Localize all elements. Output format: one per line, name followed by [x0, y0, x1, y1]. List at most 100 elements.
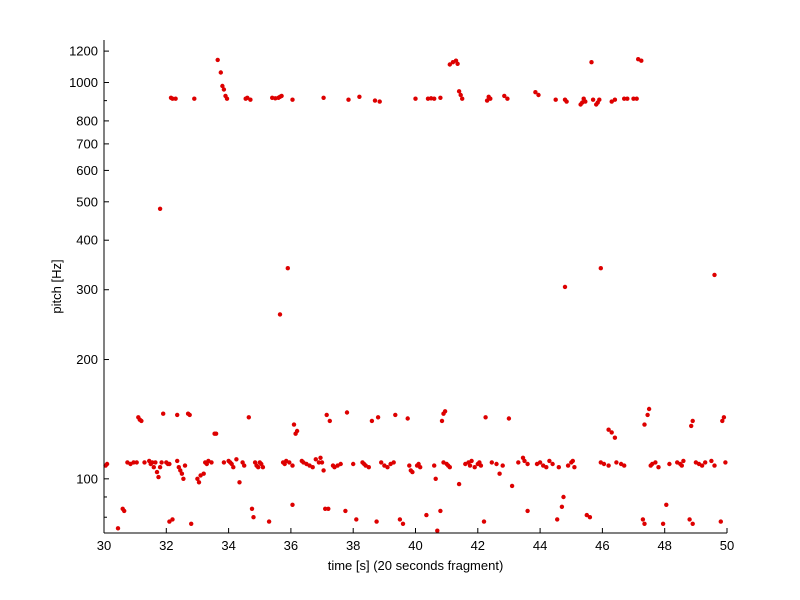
data-point — [338, 461, 343, 467]
data-point — [435, 528, 440, 533]
data-point — [316, 460, 322, 465]
data-point — [525, 508, 530, 514]
data-point — [536, 92, 541, 98]
data-point — [324, 412, 329, 418]
data-point — [447, 62, 452, 67]
y-tick-label: 200 — [76, 352, 98, 367]
x-tick-label: 32 — [159, 538, 173, 553]
data-point — [167, 461, 172, 467]
data-point — [589, 60, 594, 65]
data-point — [343, 508, 348, 514]
x-axis-label: time [s] (20 seconds fragment) — [328, 558, 504, 573]
data-point — [721, 415, 727, 420]
y-tick-label: 300 — [76, 282, 98, 297]
data-point — [438, 95, 443, 101]
data-point — [151, 465, 156, 470]
data-point — [622, 463, 627, 468]
data-point — [142, 460, 147, 465]
data-point — [351, 461, 356, 467]
data-point — [157, 206, 163, 211]
data-point — [192, 96, 197, 101]
x-tick-label: 50 — [720, 538, 734, 553]
data-point — [104, 461, 110, 467]
x-tick-label: 30 — [97, 538, 111, 553]
data-point — [374, 519, 379, 524]
data-point — [372, 98, 378, 103]
x-tick-label: 34 — [221, 538, 235, 553]
data-point — [699, 463, 705, 468]
data-point — [642, 521, 647, 526]
data-point — [115, 526, 121, 531]
data-point — [290, 463, 295, 468]
data-point — [564, 99, 569, 104]
data-point — [354, 517, 359, 522]
y-tick-label: 1000 — [69, 75, 98, 90]
data-point — [181, 476, 186, 481]
data-point — [246, 415, 251, 420]
data-point — [483, 415, 488, 420]
data-point — [134, 460, 139, 465]
data-point — [667, 461, 672, 467]
data-point — [489, 460, 494, 465]
data-point — [646, 406, 652, 412]
x-tick-label: 40 — [408, 538, 422, 553]
data-point — [472, 465, 477, 470]
data-point — [379, 460, 384, 465]
data-point — [709, 458, 714, 464]
data-point — [690, 521, 695, 526]
data-point — [242, 463, 247, 468]
data-point — [442, 409, 448, 414]
data-point — [249, 506, 255, 511]
data-point — [484, 98, 490, 103]
data-point — [323, 506, 328, 511]
data-point — [319, 460, 325, 465]
data-point — [656, 465, 661, 470]
data-point — [418, 465, 423, 470]
data-point — [413, 96, 418, 101]
data-point — [497, 471, 502, 476]
data-point — [122, 508, 127, 514]
data-point — [285, 266, 290, 271]
x-tick-label: 44 — [533, 538, 547, 553]
data-point — [606, 463, 611, 468]
data-point — [533, 90, 538, 95]
data-point — [689, 423, 694, 429]
data-point — [170, 96, 175, 101]
data-point — [327, 418, 332, 424]
data-point — [509, 483, 515, 489]
data-point — [679, 463, 684, 468]
data-point — [590, 97, 596, 102]
data-point — [391, 460, 396, 465]
data-point — [279, 93, 284, 99]
data-point — [556, 465, 561, 470]
data-point — [447, 465, 452, 470]
data-point — [251, 515, 256, 520]
data-point — [170, 517, 175, 522]
data-point — [344, 410, 350, 415]
data-point — [215, 57, 220, 63]
data-point — [221, 460, 227, 465]
data-point — [553, 97, 558, 102]
data-point — [606, 427, 611, 432]
data-point — [313, 457, 318, 462]
data-point — [712, 463, 717, 468]
data-point — [400, 521, 406, 526]
data-point — [634, 96, 639, 101]
data-point — [248, 97, 253, 102]
data-point — [598, 266, 603, 271]
data-point — [287, 460, 292, 465]
data-point — [156, 474, 161, 480]
data-point — [639, 58, 644, 63]
data-point — [547, 458, 552, 464]
data-point — [221, 87, 227, 92]
data-point — [455, 61, 460, 66]
data-point — [597, 97, 602, 102]
data-point — [397, 517, 403, 522]
data-point — [201, 471, 206, 476]
data-point — [366, 465, 371, 470]
data-point — [357, 94, 362, 100]
data-point — [438, 508, 443, 514]
data-point — [640, 517, 646, 522]
data-point — [488, 96, 493, 101]
